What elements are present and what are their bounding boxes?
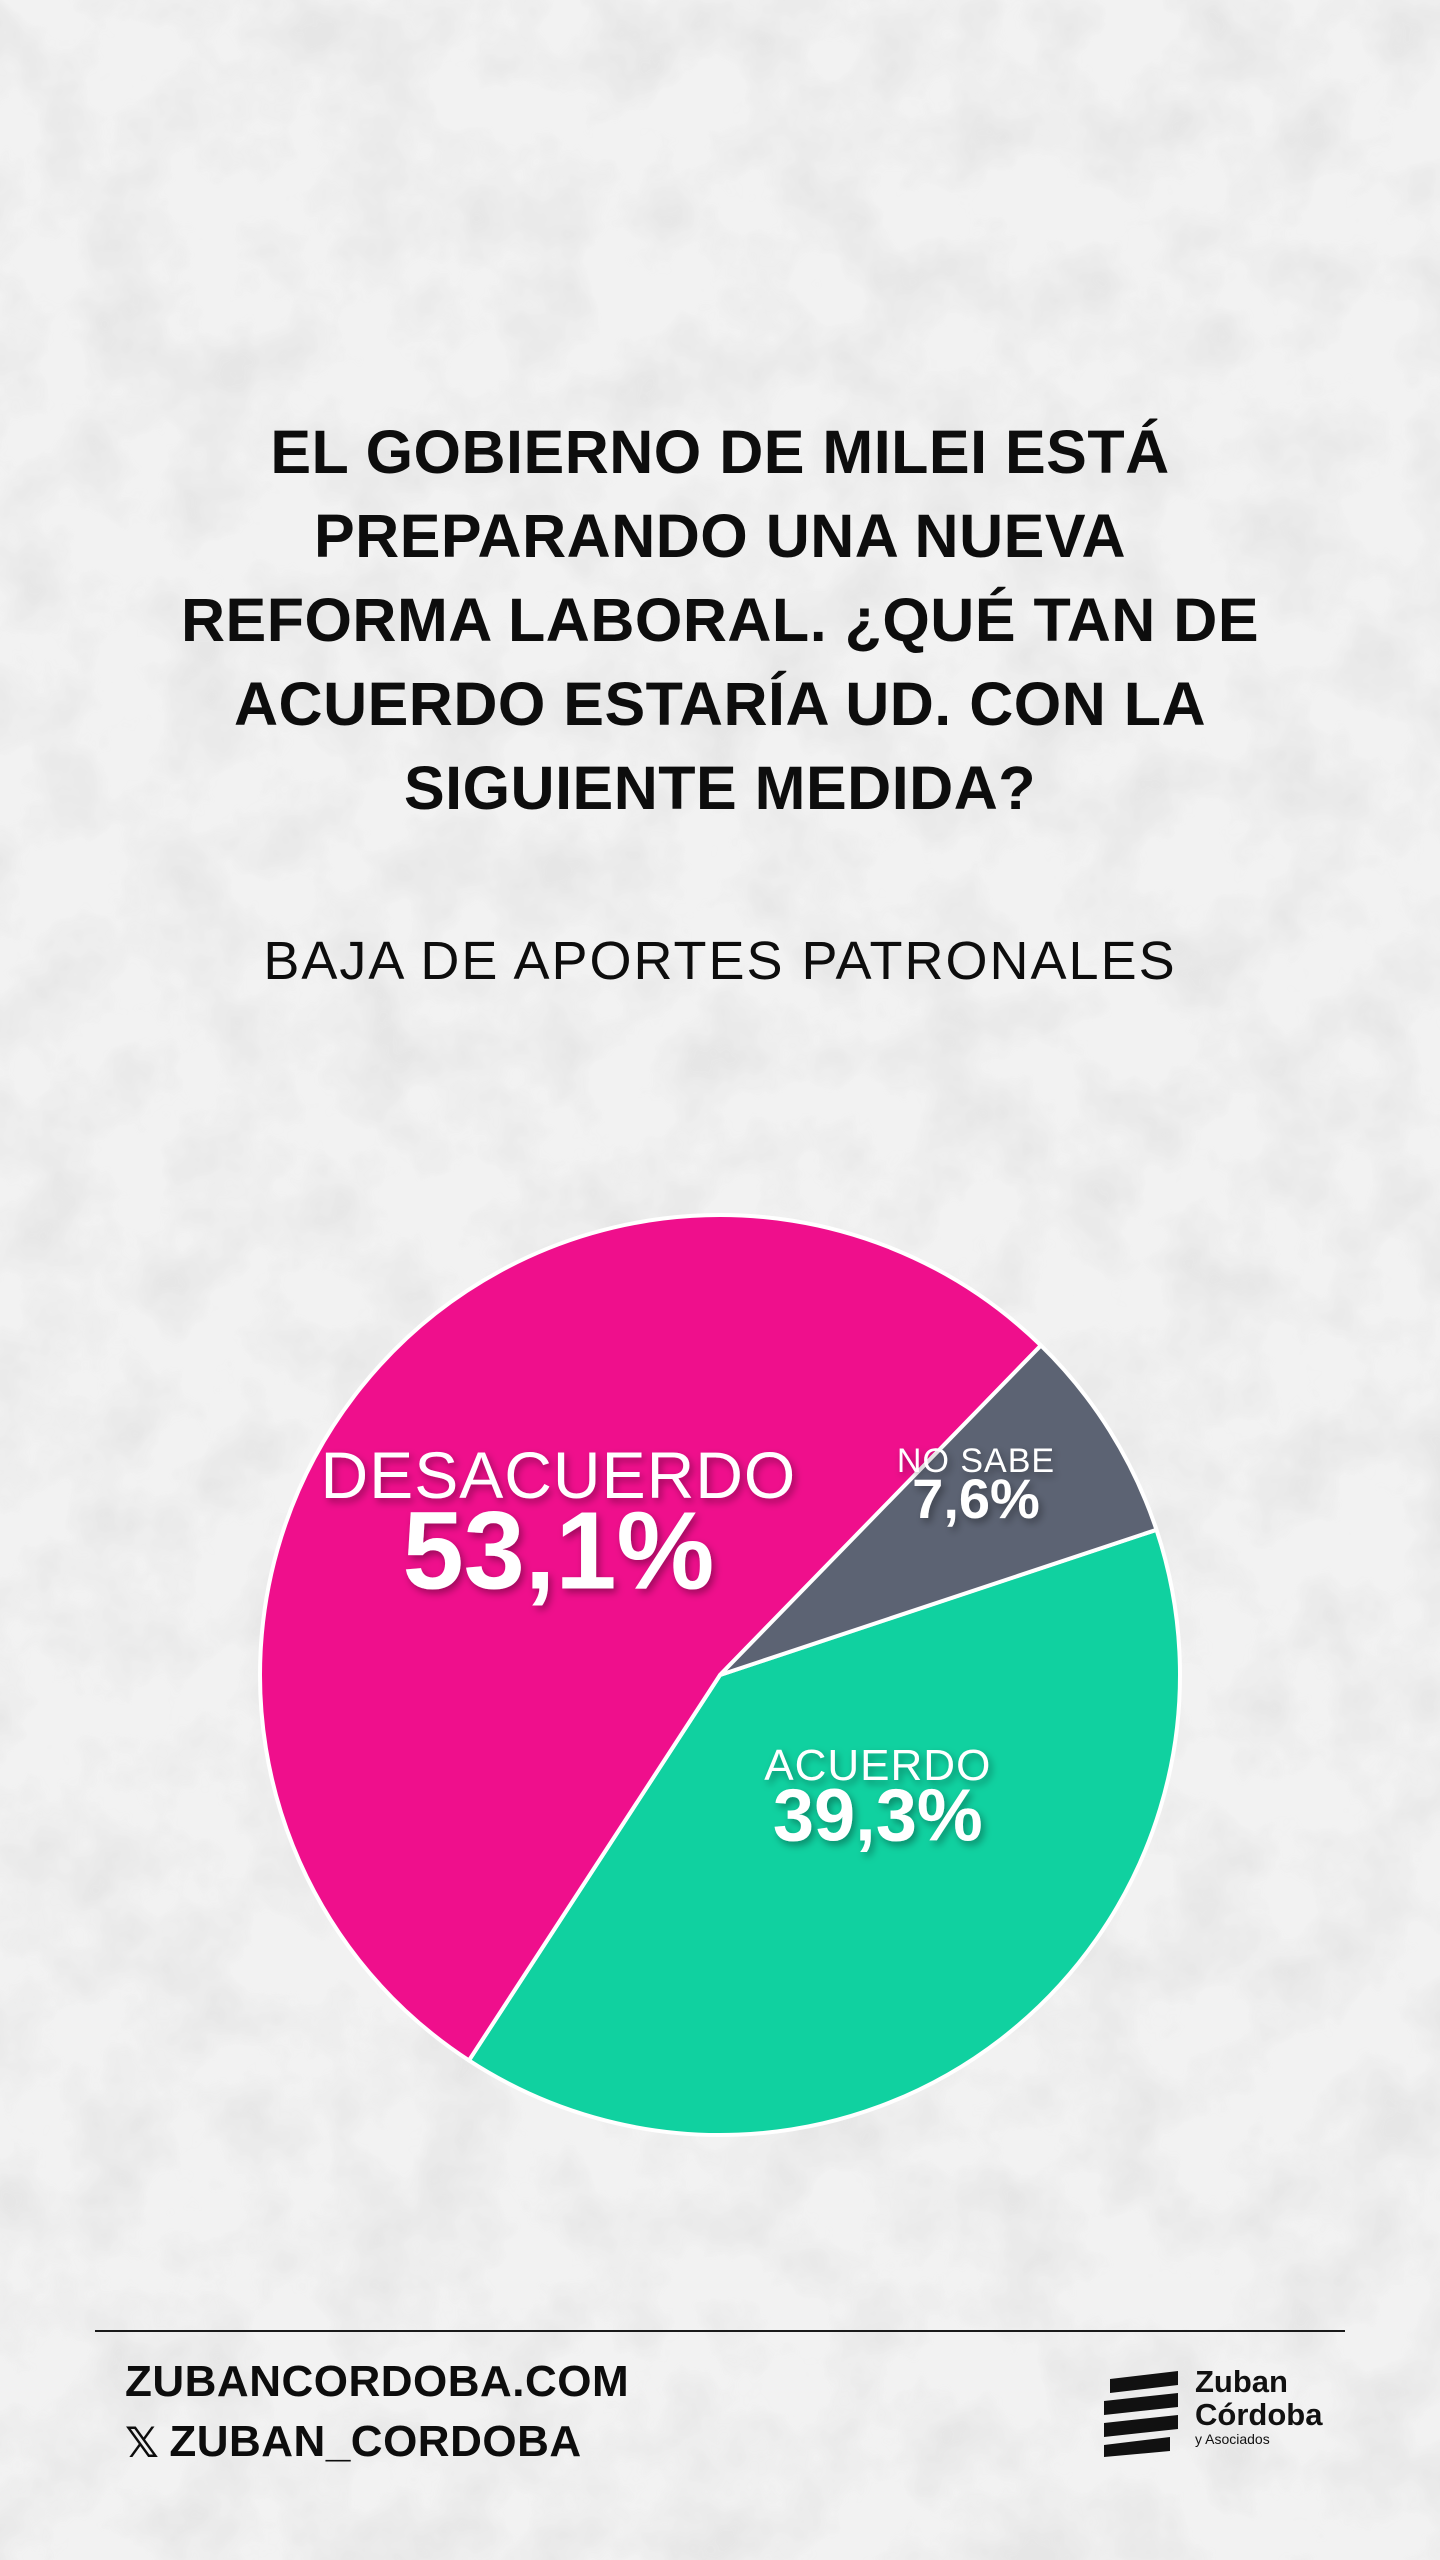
measure-subtitle: BAJA DE APORTES PATRONALES bbox=[263, 931, 1177, 991]
logo-line-zuban: Zuban bbox=[1195, 2364, 1288, 2399]
zuban-stripes-icon bbox=[1104, 2371, 1178, 2457]
zuban-cordoba-logo: Zuban Córdoba y Asociados bbox=[1100, 2365, 1330, 2465]
question-line: SIGUIENTE MEDIDA? bbox=[403, 754, 1037, 822]
question-line: PREPARANDO UNA NUEVA bbox=[313, 502, 1127, 570]
pie-slice-no-sabe bbox=[718, 1343, 1159, 1677]
website-link[interactable]: ZUBANCORDOBA.COM bbox=[125, 2357, 630, 2406]
x-logo-icon: 𝕏 bbox=[125, 2417, 160, 2467]
slice-value-label: 7,6% bbox=[912, 1467, 1040, 1530]
question-line: ACUERDO ESTARÍA UD. CON LA bbox=[233, 670, 1207, 738]
x-handle-link[interactable]: 𝕏 ZUBAN_CORDOBA bbox=[125, 2417, 582, 2467]
logo-line-asociados: y Asociados bbox=[1195, 2431, 1270, 2447]
slice-category-label: DESACUERDO bbox=[321, 1438, 797, 1512]
logo-line-cordoba: Córdoba bbox=[1195, 2397, 1323, 2432]
pie-slice-desacuerdo bbox=[258, 1213, 1043, 2063]
pie-slice-acuerdo bbox=[466, 1527, 1182, 2137]
x-handle-text: ZUBAN_CORDOBA bbox=[169, 2417, 582, 2466]
survey-question: EL GOBIERNO DE MILEI ESTÁ PREPARANDO UNA… bbox=[100, 410, 1340, 830]
slice-value-label: 53,1% bbox=[402, 1489, 714, 1612]
logo-wordmark: Zuban Córdoba y Asociados bbox=[1195, 2365, 1322, 2447]
slice-category-label: ACUERDO bbox=[764, 1741, 991, 1790]
question-line: EL GOBIERNO DE MILEI ESTÁ bbox=[270, 418, 1170, 486]
slice-category-label: NO SABE bbox=[897, 1442, 1055, 1480]
footer-divider bbox=[95, 2330, 1345, 2332]
question-line: REFORMA LABORAL. ¿QUÉ TAN DE bbox=[180, 586, 1260, 654]
slice-value-label: 39,3% bbox=[773, 1774, 983, 1857]
